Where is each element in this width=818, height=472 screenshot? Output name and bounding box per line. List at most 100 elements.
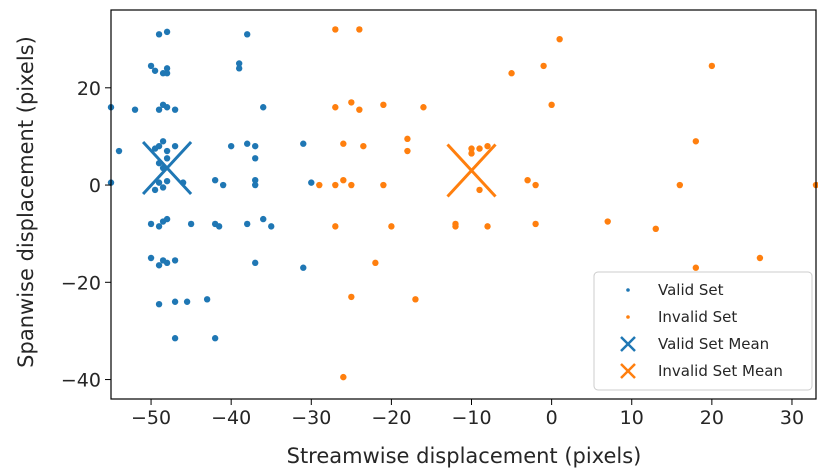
data-point (163, 259, 171, 267)
data-point (540, 62, 547, 70)
legend-marker-dot (626, 315, 630, 319)
legend-label: Invalid Set (658, 308, 737, 326)
data-point (163, 70, 171, 77)
data-point (260, 215, 267, 223)
data-point (332, 26, 339, 33)
data-point (159, 138, 167, 145)
data-point (151, 186, 159, 194)
data-point (348, 99, 355, 106)
data-point (147, 62, 155, 70)
data-point (652, 225, 659, 233)
data-point (692, 264, 700, 271)
data-point (356, 106, 363, 113)
data-point (348, 181, 355, 189)
data-point (468, 145, 475, 152)
data-point (211, 335, 219, 342)
data-point (388, 223, 395, 230)
data-point (243, 140, 251, 147)
legend-marker-x (620, 336, 636, 352)
x-tick-label: −20 (371, 407, 411, 429)
data-point (163, 147, 171, 155)
y-tick-label: −40 (61, 370, 101, 392)
data-point (268, 223, 275, 230)
legend-label: Valid Set (658, 281, 724, 299)
y-axis-label: Spanwise displacement (pixels) (14, 36, 38, 368)
data-point (163, 28, 171, 36)
data-point (260, 104, 267, 111)
data-point (252, 176, 259, 184)
x-axis: −50 −40 −30 −20 −10 0 10 20 30 (131, 399, 804, 429)
data-point (183, 298, 191, 305)
data-point (171, 335, 179, 342)
data-point (380, 181, 387, 189)
data-point (476, 145, 483, 152)
data-point (163, 177, 171, 185)
data-point (484, 142, 491, 150)
data-point (476, 186, 483, 194)
legend-marker-x (620, 363, 636, 379)
data-point (163, 155, 171, 162)
data-point (131, 106, 139, 113)
x-tick-label: −50 (131, 407, 171, 429)
data-point (211, 176, 219, 184)
x-tick-label: −10 (451, 407, 491, 429)
y-tick-label: −20 (61, 272, 101, 294)
data-point (548, 101, 555, 109)
data-point (227, 142, 235, 150)
legend: Valid Set Invalid Set Valid Set Mean Invali… (593, 271, 813, 391)
plot-area (107, 26, 818, 381)
x-tick-label: 0 (546, 407, 558, 429)
data-point (235, 65, 243, 72)
x-tick-label: −40 (211, 407, 251, 429)
data-point (171, 142, 179, 150)
data-point (420, 104, 427, 111)
y-tick-label: 0 (89, 175, 101, 197)
data-point (332, 223, 339, 230)
data-point (340, 176, 347, 184)
data-point (316, 181, 323, 189)
data-point (215, 223, 223, 230)
data-point (412, 296, 419, 303)
data-point (532, 181, 539, 189)
data-point (332, 181, 339, 189)
data-point (171, 106, 179, 113)
data-point (155, 31, 163, 38)
data-point (348, 293, 355, 301)
data-point (404, 147, 411, 155)
data-point (404, 135, 411, 143)
data-point (468, 150, 475, 157)
data-point (252, 155, 259, 162)
data-point (219, 181, 227, 189)
legend-marker-dot (626, 288, 630, 292)
data-point (300, 140, 307, 147)
data-point (756, 254, 764, 262)
data-point (360, 142, 367, 150)
data-point (252, 142, 259, 150)
data-point (508, 70, 515, 77)
x-tick-label: 30 (780, 407, 804, 429)
data-point (692, 138, 700, 145)
data-point (484, 223, 491, 230)
mean-marker-2 (141, 141, 193, 196)
data-point (147, 254, 155, 262)
data-point (252, 259, 259, 267)
data-point (340, 140, 347, 147)
data-point (115, 147, 123, 155)
x-tick-label: 10 (620, 407, 644, 429)
legend-label: Invalid Set Mean (658, 362, 783, 380)
data-point (155, 300, 163, 308)
x-axis-label: Streamwise displacement (pixels) (287, 444, 642, 468)
data-point (235, 60, 243, 67)
data-point (532, 220, 539, 228)
data-point (155, 262, 163, 269)
data-point (452, 220, 459, 228)
legend-box (593, 271, 813, 391)
x-tick-label: 20 (700, 407, 724, 429)
data-point (203, 296, 211, 303)
data-point (155, 179, 163, 186)
legend-label: Valid Set Mean (658, 335, 769, 353)
data-point (308, 179, 315, 186)
data-point (243, 220, 251, 228)
data-point (252, 181, 259, 189)
data-point (243, 31, 251, 38)
